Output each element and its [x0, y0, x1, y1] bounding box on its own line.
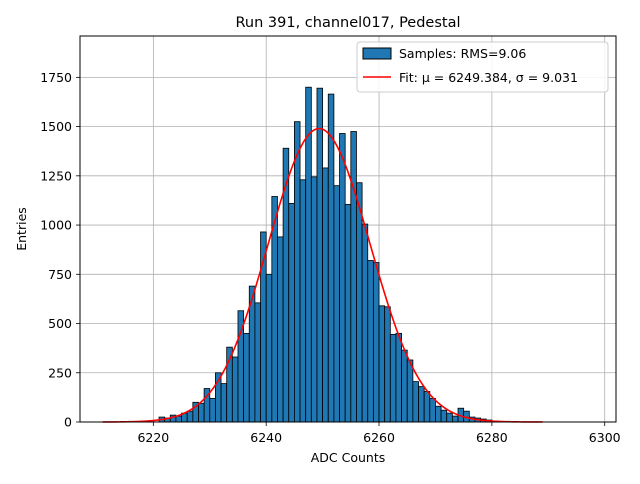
histogram-bar-31: [333, 185, 340, 423]
axes-frame: [79, 35, 617, 423]
legend-fit-label: Fit: μ = 6249.384, σ = 9.031: [399, 70, 578, 85]
histogram-bar-47: [423, 391, 431, 423]
y-axis-label: Entries: [14, 207, 29, 251]
histogram-bar-28: [316, 87, 324, 423]
histogram-bar-41: [389, 333, 397, 423]
x-tick-label-1: 6240: [250, 430, 282, 445]
x-tick-label-0: 6220: [137, 430, 169, 445]
y-tick-label-5: 1250: [40, 168, 72, 183]
histogram-bar-5: [186, 410, 194, 423]
x-tick-label-2: 6260: [363, 430, 395, 445]
histogram-bar-37: [367, 260, 374, 423]
histogram-bar-11: [220, 383, 228, 423]
legend-histogram-swatch: [362, 47, 392, 60]
chart-title: Run 391, channel017, Pedestal: [235, 15, 460, 31]
y-tick-label-0: 0: [64, 415, 72, 430]
histogram-bar-40: [384, 306, 391, 423]
legend-box: [356, 41, 609, 93]
histogram-bar-50: [440, 409, 448, 423]
histogram-bar-30: [327, 93, 335, 423]
gaussian-fit-curve: [102, 127, 543, 423]
y-tick-label-1: 250: [48, 365, 72, 380]
x-axis-label: ADC Counts: [311, 450, 386, 465]
legend-histogram-label: Samples: RMS=9.06: [399, 46, 526, 61]
histogram-bar-43: [401, 349, 408, 423]
histogram-bar-27: [310, 176, 318, 423]
histogram-bar-34: [350, 131, 357, 423]
histogram-bar-46: [418, 386, 425, 423]
histogram-bar-3: [175, 415, 182, 423]
y-tick-label-3: 750: [48, 267, 72, 282]
y-tick-label-7: 1750: [40, 70, 72, 85]
histogram-bar-21: [277, 236, 284, 423]
x-tick-label-4: 6300: [589, 430, 621, 445]
histogram-bar-52: [451, 415, 459, 423]
histogram-bar-17: [254, 302, 261, 423]
histogram-bar-48: [429, 397, 436, 423]
histogram-bar-51: [446, 412, 453, 423]
x-tick-label-3: 6280: [476, 430, 508, 445]
histogram-bar-36: [361, 223, 369, 423]
histogram-bar-44: [406, 359, 414, 423]
histogram-bar-24: [293, 121, 301, 423]
histogram-bar-23: [288, 202, 295, 423]
histogram-bar-9: [209, 397, 216, 423]
histogram-bar-42: [395, 332, 402, 423]
histogram-bar-39: [378, 305, 386, 423]
histogram-bar-35: [356, 182, 363, 423]
legend: Samples: RMS=9.06 Fit: μ = 6249.384, σ =…: [356, 41, 609, 93]
histogram-bar-49: [435, 405, 442, 423]
y-tick-label-6: 1500: [40, 119, 72, 134]
histogram-bar-32: [339, 133, 346, 423]
histogram-bar-15: [243, 332, 250, 423]
axis-ticks: 6220 6240 6260 6280 6300 0 250 500 750 1000 1250 15…: [40, 70, 620, 445]
histogram-bars: [158, 86, 493, 423]
histogram-bar-33: [344, 203, 352, 423]
histogram-bar-29: [322, 167, 329, 423]
histogram-bar-45: [412, 381, 419, 423]
y-tick-label-4: 1000: [40, 218, 72, 233]
fit-curve-layer: [102, 127, 543, 423]
histogram-bar-38: [372, 262, 380, 423]
histogram-bar-25: [299, 179, 307, 423]
histogram-bar-13: [231, 356, 239, 423]
histogram-bar-7: [198, 402, 205, 423]
y-tick-label-2: 500: [48, 316, 72, 331]
histogram-bar-19: [265, 273, 273, 423]
